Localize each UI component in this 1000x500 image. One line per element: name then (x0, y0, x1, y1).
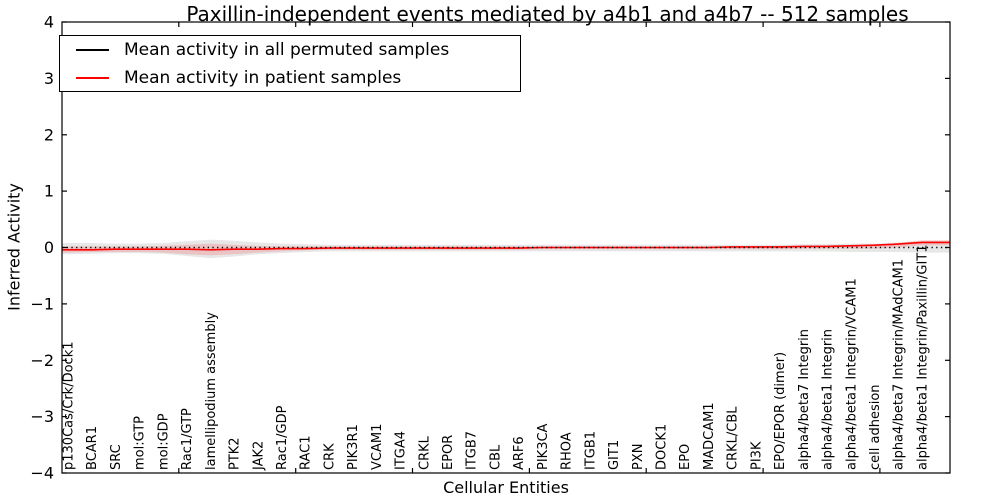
x-category-label: lamellipodium assembly (204, 312, 219, 470)
legend-entry: Mean activity in patient samples (60, 65, 520, 90)
x-category-label: CRKL/CBL (726, 406, 741, 470)
x-category-label: ITGB7 (465, 431, 480, 470)
y-tick-label: 3 (44, 69, 54, 88)
y-tick-label: −3 (30, 407, 54, 426)
x-category-label: PIK3CA (536, 423, 551, 470)
x-category-label: mol:GDP (156, 413, 171, 470)
y-axis-label: Inferred Activity (4, 183, 24, 311)
y-tick-label: 2 (44, 125, 54, 144)
y-tick-label: −1 (30, 294, 54, 313)
x-category-label: RAC1 (299, 435, 314, 470)
y-tick-label: −2 (30, 351, 54, 370)
x-category-label: EPO/EPOR (dimer) (773, 352, 788, 470)
x-axis-label: Cellular Entities (443, 478, 569, 497)
chart-title: Paxillin-independent events mediated by … (186, 2, 909, 26)
x-category-label: CRKL (417, 435, 432, 470)
x-category-label: EPO (678, 444, 693, 470)
x-category-label: PI3K (749, 441, 764, 470)
legend-entry-label: Mean activity in all permuted samples (124, 39, 450, 60)
legend: Mean activity in all permuted samples Mea… (59, 35, 521, 92)
x-category-label: ITGB1 (583, 431, 598, 470)
x-category-label: PXN (631, 444, 646, 470)
y-tick-label: 4 (44, 13, 54, 32)
x-category-label: SRC (109, 444, 124, 470)
x-category-label: RHOA (560, 432, 575, 470)
x-category-label: CBL (488, 444, 503, 470)
x-category-label: alpha4/beta1 Integrin (821, 329, 836, 470)
x-category-label: BCAR1 (85, 426, 100, 470)
legend-entry-label: Mean activity in patient samples (124, 67, 402, 88)
x-category-label: EPOR (441, 435, 456, 470)
x-category-label: MADCAM1 (702, 402, 717, 470)
legend-line-sample (76, 76, 109, 79)
x-category-label: CRK (322, 443, 337, 470)
x-category-label: JAK2 (251, 441, 266, 471)
x-category-label: alpha4/beta7 Integrin/MAdCAM1 (892, 259, 907, 470)
x-category-label: GIT1 (607, 440, 622, 470)
x-category-label: PTK2 (228, 437, 243, 470)
x-category-label: alpha4/beta1 Integrin/Paxillin/GIT1 (915, 244, 930, 470)
x-category-label: mol:GTP (133, 416, 148, 470)
x-category-label: PIK3R1 (346, 424, 361, 470)
y-tick-label: 0 (44, 238, 54, 257)
y-tick-label: −4 (30, 464, 54, 483)
legend-line-sample (76, 48, 109, 51)
x-category-label: Rac1/GDP (275, 405, 290, 470)
x-category-label: alpha4/beta1 Integrin/VCAM1 (844, 278, 859, 470)
x-category-label: ARF6 (512, 436, 527, 470)
x-category-label: DOCK1 (655, 424, 670, 470)
y-tick-label: 1 (44, 182, 54, 201)
x-category-label: VCAM1 (370, 424, 385, 470)
x-category-label: p130Cas/Crk/Dock1 (62, 341, 77, 470)
x-category-label: Rac1/GTP (180, 408, 195, 470)
x-category-label: cell adhesion (868, 384, 883, 470)
legend-entry: Mean activity in all permuted samples (60, 37, 520, 62)
x-category-label: alpha4/beta7 Integrin (797, 329, 812, 470)
x-category-label: ITGA4 (394, 431, 409, 470)
